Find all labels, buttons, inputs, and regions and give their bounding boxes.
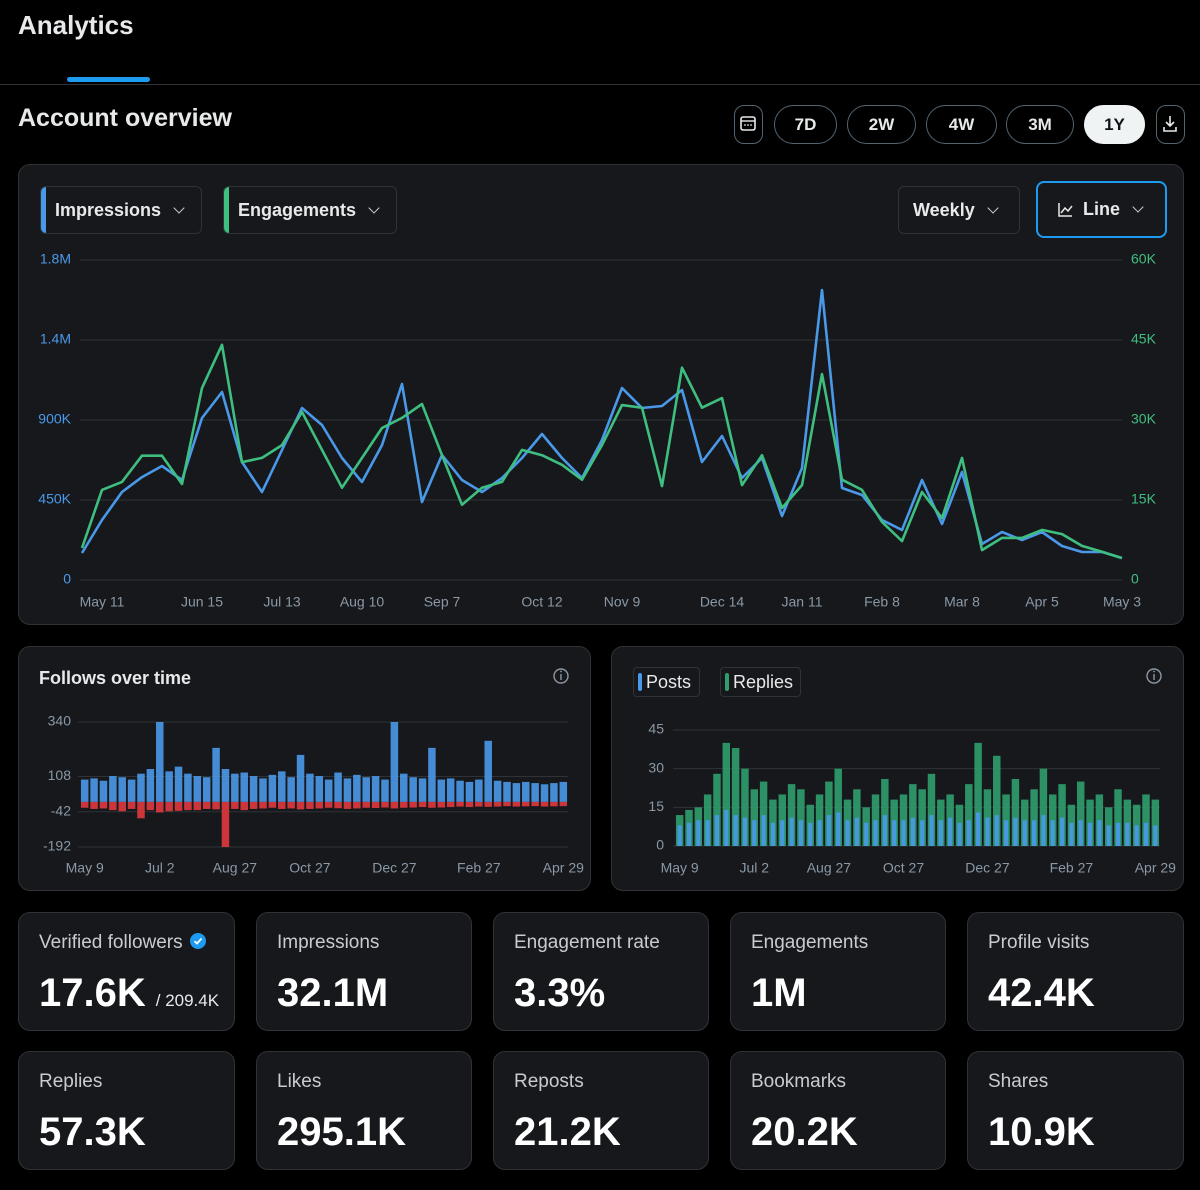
stat-value-text: 3.3% xyxy=(514,971,606,1015)
chart-mode-select[interactable]: Line xyxy=(1036,181,1167,238)
stat-value: 42.4K xyxy=(988,971,1095,1016)
stat-card: Shares 10.9K xyxy=(967,1051,1184,1170)
stat-label: Replies xyxy=(39,1071,102,1093)
calendar-button[interactable] xyxy=(734,105,763,144)
stat-card: Likes 295.1K xyxy=(256,1051,472,1170)
stat-label-text: Shares xyxy=(988,1071,1049,1092)
stat-card: Replies 57.3K xyxy=(18,1051,235,1170)
verified-badge xyxy=(189,933,206,949)
stat-value: 17.6K / 209.4K xyxy=(39,971,219,1016)
stat-label: Shares xyxy=(988,1071,1048,1093)
stat-label-text: Profile visits xyxy=(988,932,1090,953)
download-icon xyxy=(1163,116,1177,132)
range-button[interactable]: 2W xyxy=(847,105,916,144)
legend-item[interactable]: Posts xyxy=(633,667,700,697)
stat-card: Impressions 32.1M xyxy=(256,912,472,1031)
stat-value: 295.1K xyxy=(277,1110,406,1155)
stat-value: 21.2K xyxy=(514,1110,621,1155)
stat-value-text: 295.1K xyxy=(277,1110,406,1154)
legend-swatch xyxy=(224,187,229,233)
legend-swatch xyxy=(725,673,729,691)
stat-label-text: Bookmarks xyxy=(751,1071,847,1092)
line-icon xyxy=(1058,202,1073,217)
stat-card: Engagement rate 3.3% xyxy=(493,912,709,1031)
calendar-icon xyxy=(740,116,756,131)
stat-label: Engagement rate xyxy=(514,932,660,954)
stat-card: Reposts 21.2K xyxy=(493,1051,709,1170)
legend-swatch xyxy=(638,673,642,691)
legend-label: Impressions xyxy=(55,199,162,220)
legend-label: Posts xyxy=(646,671,692,692)
range-button[interactable]: 3M xyxy=(1006,105,1074,144)
stat-value-text: 17.6K xyxy=(39,971,146,1015)
stat-label: Likes xyxy=(277,1071,321,1093)
stat-label-text: Engagements xyxy=(751,932,869,953)
stat-value-text: 20.2K xyxy=(751,1110,858,1154)
chart-mode-label: Line xyxy=(1083,199,1121,219)
download-button[interactable] xyxy=(1156,105,1185,144)
stat-value: 32.1M xyxy=(277,971,388,1016)
stat-label: Profile visits xyxy=(988,932,1089,954)
stat-value: 3.3% xyxy=(514,971,605,1016)
range-button[interactable]: 7D xyxy=(774,105,837,144)
interval-select[interactable]: Weekly xyxy=(898,186,1020,234)
tab-indicator xyxy=(67,77,150,82)
stat-value: 10.9K xyxy=(988,1110,1095,1155)
range-button[interactable]: 4W xyxy=(926,105,997,144)
chart-title: Follows over time xyxy=(39,668,192,688)
legend-swatch xyxy=(41,187,46,233)
range-button[interactable]: 1Y xyxy=(1084,105,1145,144)
stat-label: Bookmarks xyxy=(751,1071,846,1093)
section-title: Account overview xyxy=(18,104,232,132)
stat-label-text: Impressions xyxy=(277,932,380,953)
stat-label-text: Reposts xyxy=(514,1071,584,1092)
stat-total: / 209.4K xyxy=(155,991,220,1010)
stat-value-text: 1M xyxy=(751,971,807,1015)
stat-card: Bookmarks 20.2K xyxy=(730,1051,946,1170)
stat-value: 1M xyxy=(751,971,807,1016)
stat-card: Engagements 1M xyxy=(730,912,946,1031)
stat-value-text: 42.4K xyxy=(988,971,1095,1015)
metric-select[interactable]: Engagements xyxy=(223,186,397,234)
stat-value-text: 57.3K xyxy=(39,1110,146,1154)
legend-label: Engagements xyxy=(238,199,357,220)
stat-label-text: Engagement rate xyxy=(514,932,660,953)
stat-card: Verified followers 17.6K / 209.4K xyxy=(18,912,235,1031)
stat-label: Impressions xyxy=(277,932,379,954)
interval-label: Weekly xyxy=(913,199,975,220)
stat-value-text: 32.1M xyxy=(277,971,389,1015)
stat-value: 57.3K xyxy=(39,1110,146,1155)
follows-panel xyxy=(18,646,591,891)
stat-value-text: 21.2K xyxy=(514,1110,621,1154)
stat-label-text: Replies xyxy=(39,1071,103,1092)
stat-label: Engagements xyxy=(751,932,868,954)
stat-value-text: 10.9K xyxy=(988,1110,1095,1154)
legend-label: Replies xyxy=(733,671,794,692)
metric-select[interactable]: Impressions xyxy=(40,186,202,234)
stat-label: Reposts xyxy=(514,1071,584,1093)
stat-label: Verified followers xyxy=(39,932,207,954)
stat-card: Profile visits 42.4K xyxy=(967,912,1184,1031)
header-divider xyxy=(0,84,1200,85)
stat-label-text: Verified followers xyxy=(39,932,183,953)
stat-label-text: Likes xyxy=(277,1071,322,1092)
page-title: Analytics xyxy=(18,10,134,40)
stat-value: 20.2K xyxy=(751,1110,858,1155)
legend-item[interactable]: Replies xyxy=(720,667,801,697)
